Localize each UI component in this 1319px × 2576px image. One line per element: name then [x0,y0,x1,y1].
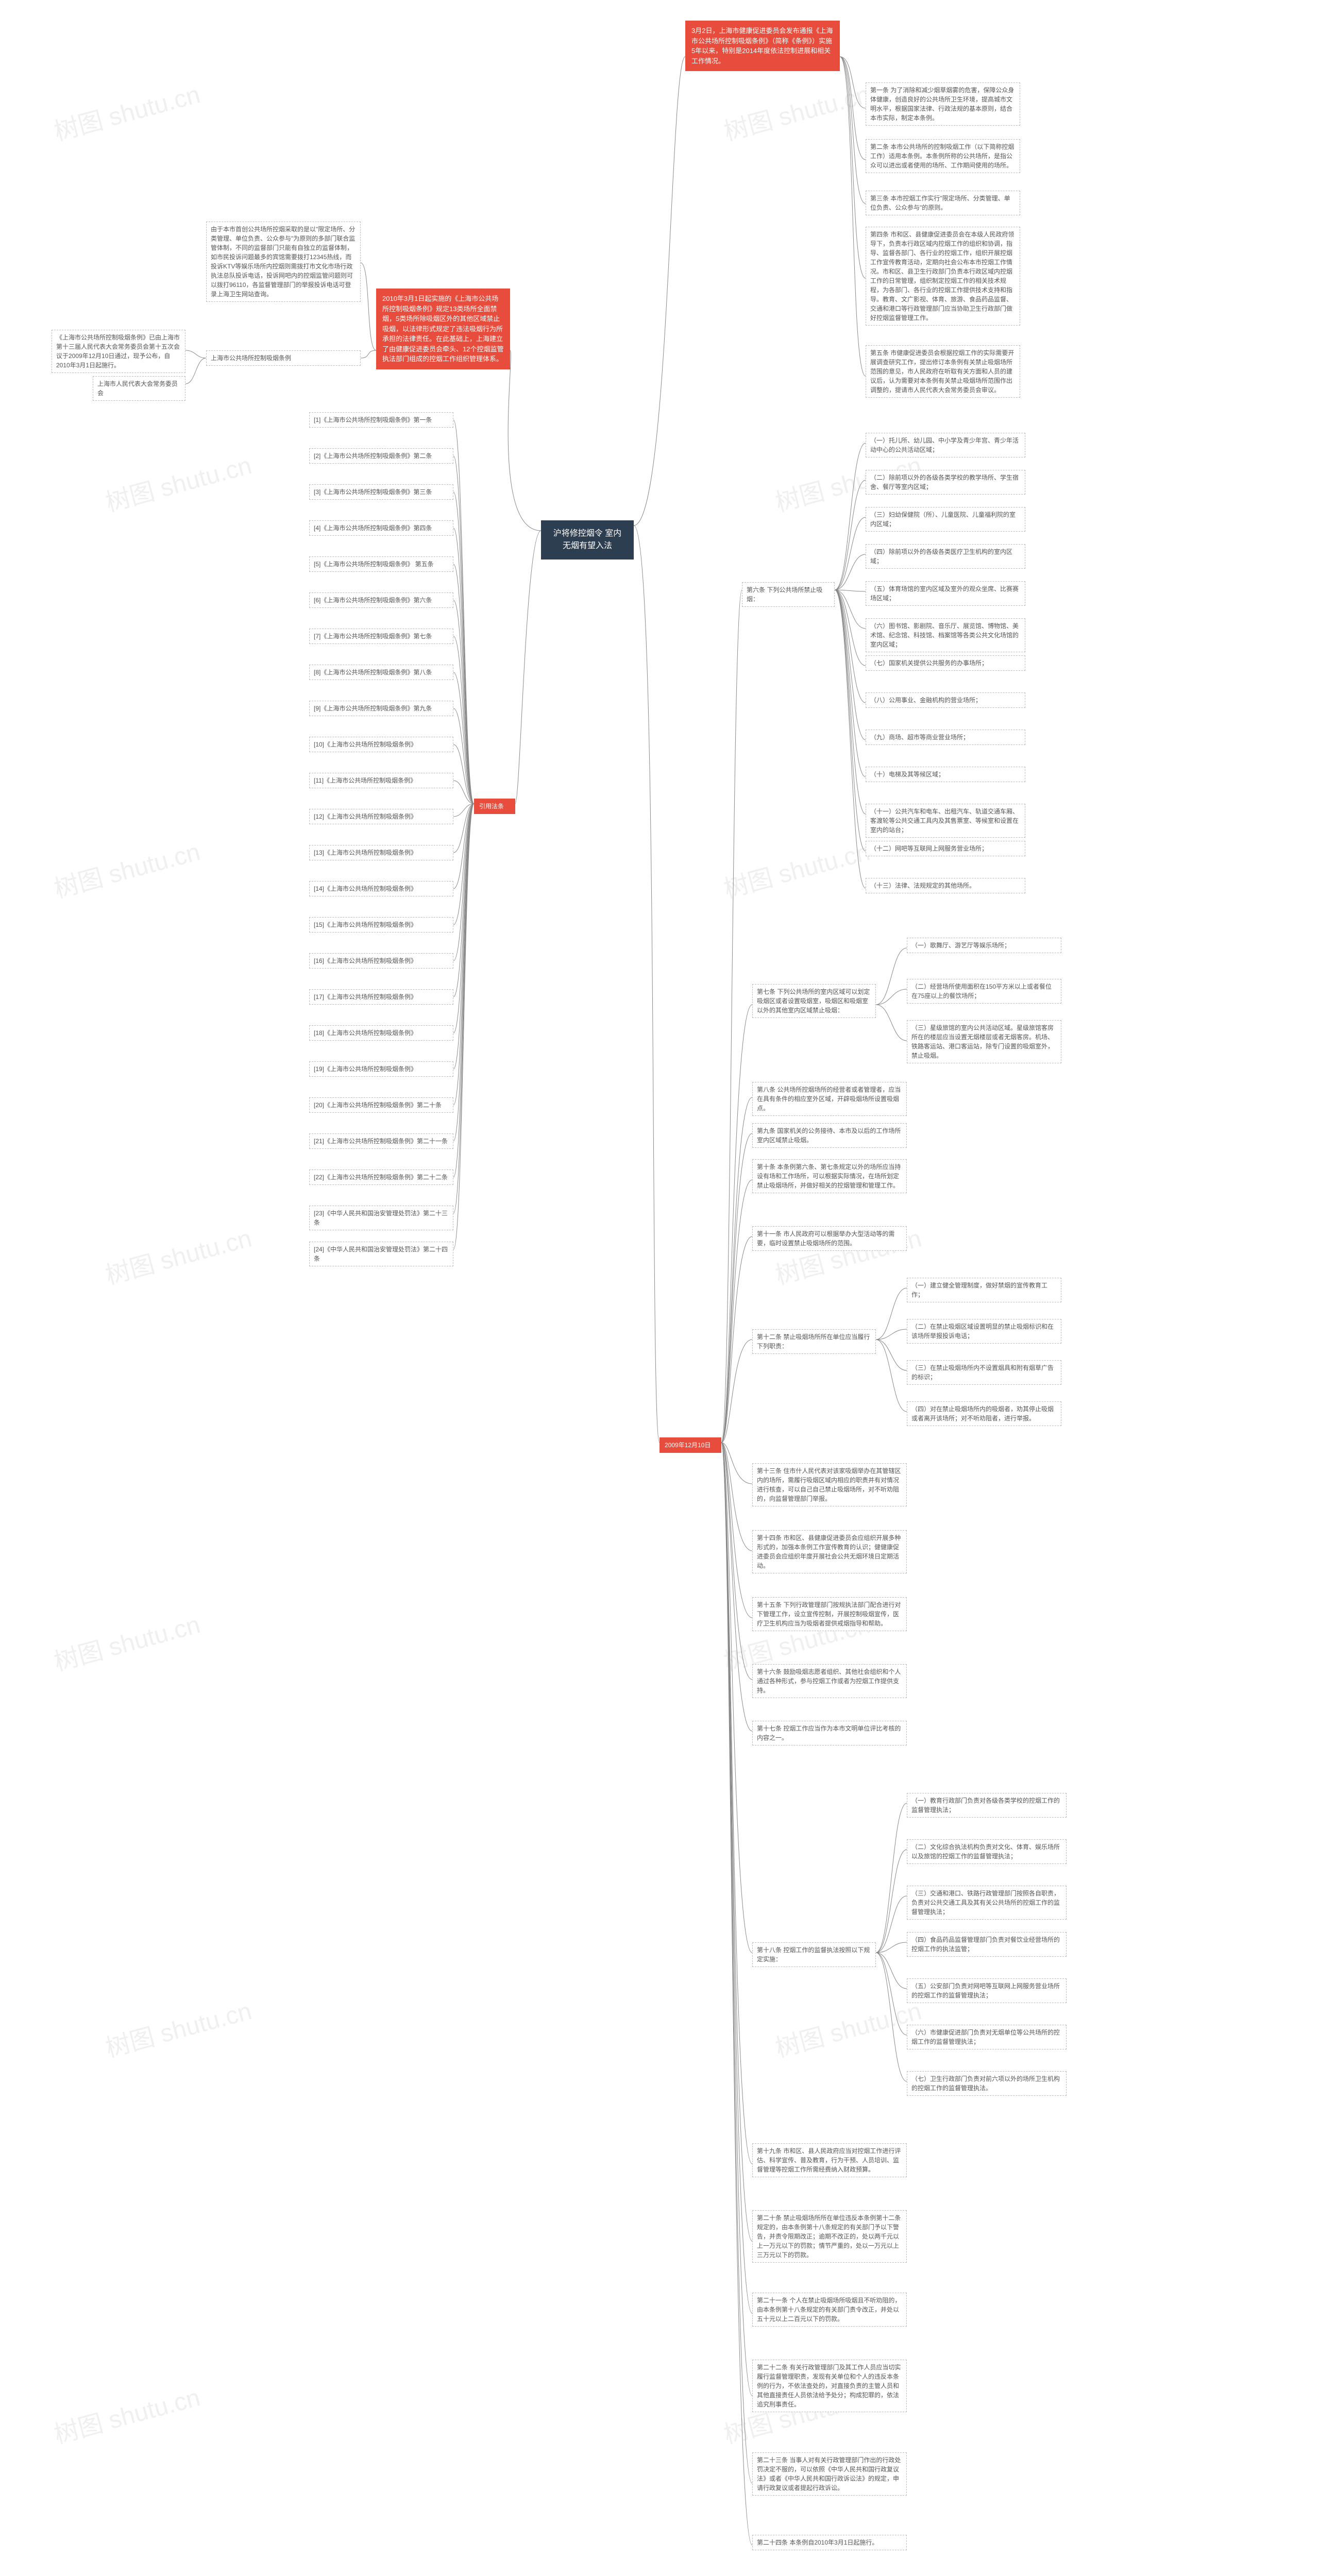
article-mid-2: 第十五条 下列行政管理部门按规执法部门配合进行对下管理工作，设立宣传控制，开展控… [752,1597,907,1631]
article18-item: （六）市健康促进部门负责对无烟单位等公共场所的控烟工作的监督管理执法； [907,2025,1067,2049]
article6-item: （三）妇幼保健院（所）、儿童医院、儿童福利院的室内区域； [866,507,1025,532]
right-top-orange: 3月2日，上海市健康促进委员会发布通报《上海市公共场所控制吸烟条例》（简称《条例… [685,21,840,71]
citation-item: [20]《上海市公共场所控制吸烟条例》第二十条 [309,1097,453,1113]
citation-item: [10]《上海市公共场所控制吸烟条例》 [309,737,453,752]
article-10: 第十条 本条例第六条、第七条规定以外的场所应当持设有场和工作场所，可以根据实际情… [752,1159,907,1193]
article-bottom-1: 第二十条 禁止吸烟场所所在单位违反本条例第十二条规定的，由本条例第十八条规定的有… [752,2210,907,2263]
article6-item: （十）电梯及其等候区域； [866,767,1025,782]
citation-item: [13]《上海市公共场所控制吸烟条例》 [309,845,453,860]
article-bottom-3: 第二十二条 有关行政管理部门及其工作人员应当切实履行监督管理职责，发现有关单位和… [752,2360,907,2412]
citation-item: [5]《上海市公共场所控制吸烟条例》 第五条 [309,556,453,572]
citation-item: [3]《上海市公共场所控制吸烟条例》第三条 [309,484,453,500]
watermark: 树图 shutu.cn [49,832,204,905]
article6-item: （四）除前项以外的各级各类医疗卫生机构的室内区域； [866,544,1025,569]
article18-item: （七）卫生行政部门负责对前六项以外的场所卫生机构的控烟工作的监督管理执法。 [907,2071,1067,2096]
citation-item: [11]《上海市公共场所控制吸烟条例》 [309,773,453,788]
article6-item: （十二）网吧等互联网上网服务营业场所； [866,841,1025,856]
date-orange: 2009年12月10日 [660,1437,721,1453]
citation-item: [1]《上海市公共场所控制吸烟条例》第一条 [309,412,453,428]
watermark: 树图 shutu.cn [719,74,873,148]
article-8: 第八条 公共场所控烟场所的经营者或者管理者，应当在具有条件的相应室外区域，开辟吸… [752,1082,907,1116]
article-mid-3: 第十六条 鼓励吸烟志愿者组织、其他社会组织和个人通过各种形式，参与控烟工作或者为… [752,1664,907,1698]
citation-item: [22]《上海市公共场所控制吸烟条例》第二十二条 [309,1170,453,1185]
watermark: 树图 shutu.cn [101,1218,255,1292]
article12-item: （二）在禁止吸烟区域设置明显的禁止吸烟标识和在该场所举报投诉电话； [907,1319,1061,1344]
article7-item: （三）星级旅馆的室内公共活动区域。星级旅馆客房所在的楼层应当设置无烟楼层或者无烟… [907,1020,1061,1063]
article18-item: （五）公安部门负责对网吧等互联网上网服务营业场所的控烟工作的监督管理执法； [907,1978,1067,2003]
top-child-2: 第三条 本市控烟工作实行"限定场所、分类管理、单位负责、公众参与"的原则。 [866,191,1020,215]
left-intro-child1: 由于本市首创公共场所控烟采取的是以"限定场所、分类管理、单位负责、公众参与"为原… [206,222,361,302]
article6-item: （一）托儿所、幼儿园、中小学及青少年宫、青少年活动中心的公共活动区域； [866,433,1025,457]
citation-item: [17]《上海市公共场所控制吸烟条例》 [309,989,453,1005]
article-bottom-5: 第二十四条 本条例自2010年3月1日起施行。 [752,2535,907,2550]
citation-item: [9]《上海市公共场所控制吸烟条例》第九条 [309,701,453,716]
watermark: 树图 shutu.cn [719,832,873,905]
article7-item: （一）歌舞厅、游艺厅等娱乐场所； [907,938,1061,953]
watermark: 树图 shutu.cn [101,1991,255,2064]
article6-item: （十三）法律、法规规定的其他场所。 [866,878,1025,893]
article18-item: （四）食品药品监督管理部门负责对餐饮业经营场所的控烟工作的执法监管； [907,1932,1067,1957]
article18: 第十八条 控烟工作的监督执法按照以下规定实施： [752,1942,876,1967]
article6: 第六条 下列公共场所禁止吸烟： [742,582,835,607]
connector-lines [0,0,1319,2576]
citation-item: [15]《上海市公共场所控制吸烟条例》 [309,917,453,933]
article6-item: （五）体育场馆的室内区域及室外的观众坐席、比赛赛场区域； [866,581,1025,606]
article-mid-4: 第十七条 控烟工作应当作为本市文明单位评比考核的内容之一。 [752,1721,907,1745]
root-node: 沪将修控烟令 室内无烟有望入法 [541,520,634,560]
article-mid-1: 第十四条 市和区、县健康促进委员会应组织开展多种形式的，加强本条例工作宣传教育的… [752,1530,907,1573]
citation-item: [18]《上海市公共场所控制吸烟条例》 [309,1025,453,1041]
article6-item: （九）商场、超市等商业营业场所； [866,730,1025,745]
left-intro-grandchild: 《上海市公共场所控制吸烟条例》已由上海市第十三届人民代表大会常务委员会第十五次会… [52,330,185,373]
left-intro-grandchild2: 上海市人民代表大会常务委员会 [93,376,185,401]
article-9: 第九条 国家机关的公务接待、本市及以后的工作场所室内区域禁止吸烟。 [752,1123,907,1148]
citation-item: [8]《上海市公共场所控制吸烟条例》第八条 [309,665,453,680]
citation-item: [24]《中华人民共和国治安管理处罚法》第二十四条 [309,1242,453,1266]
article6-item: （二）除前项以外的各级各类学校的教学场所、学生宿舍、餐厅等室内区域； [866,470,1025,495]
citation-item: [2]《上海市公共场所控制吸烟条例》第二条 [309,448,453,464]
citation-item: [7]《上海市公共场所控制吸烟条例》第七条 [309,629,453,644]
watermark: 树图 shutu.cn [771,1991,925,2064]
citation-item: [21]《上海市公共场所控制吸烟条例》第二十一条 [309,1133,453,1149]
article18-item: （二）文化综合执法机构负责对文化、体育、娱乐场所以及旅馆的控烟工作的监督管理执法… [907,1839,1067,1864]
article12-item: （四）对在禁止吸烟场所内的吸烟者，劝其停止吸烟或者离开该场所；对不听劝阻者，进行… [907,1401,1061,1426]
citation-item: [4]《上海市公共场所控制吸烟条例》第四条 [309,520,453,536]
left-intro-child2: 上海市公共场所控制吸烟条例 [206,350,361,366]
citation-node: 引用法条 [474,799,515,814]
article-bottom-4: 第二十三条 当事人对有关行政管理部门作出的行政处罚决定不服的，可以依照《中华人民… [752,2452,907,2496]
article-mid-0: 第十三条 住市什人民代表对该家吸烟举办在其管辖区内的场所，需履行吸烟区域内相应的… [752,1463,907,1506]
article12: 第十二条 禁止吸烟场所所在单位应当履行下列职责： [752,1329,876,1354]
top-child-3: 第四条 市和区、县健康促进委员会在本级人民政府领导下，负责本行政区域内控烟工作的… [866,227,1020,326]
article6-item: （七）国家机关提供公共服务的办事场所； [866,655,1025,671]
article7-item: （二）经营场所使用面积在150平方米以上或者餐位在75座以上的餐饮场所； [907,979,1061,1004]
article7: 第七条 下列公共场所的室内区域可以划定吸烟区或者设置吸烟室，吸烟区和吸烟室以外的… [752,984,876,1018]
citation-item: [14]《上海市公共场所控制吸烟条例》 [309,881,453,896]
article-bottom-0: 第十九条 市和区、县人民政府应当对控烟工作进行评估、科学宣传、普及教育，行为干预… [752,2143,907,2177]
citation-item: [12]《上海市公共场所控制吸烟条例》 [309,809,453,824]
watermark: 树图 shutu.cn [101,445,255,519]
top-child-4: 第五条 市健康促进委员会根据控烟工作的实际需要开展调查研究工作，提出修订本条例有… [866,345,1020,398]
top-child-0: 第一条 为了消除和减少烟草烟雾的危害，保障公众身体健康，创造良好的公共场所卫生环… [866,82,1020,126]
top-child-1: 第二条 本市公共场所的控制吸烟工作（以下简称控烟工作）适用本条例。本条例所称的公… [866,139,1020,173]
article6-item: （六）图书馆、影剧院、音乐厅、展览馆、博物馆、美术馆、纪念馆、科技馆、档案馆等各… [866,618,1025,652]
watermark: 树图 shutu.cn [49,2377,204,2451]
article12-item: （三）在禁止吸烟场所内不设置烟具和附有烟草广告的标识； [907,1360,1061,1385]
article18-item: （一）教育行政部门负责对各级各类学校的控烟工作的监督管理执法； [907,1793,1067,1818]
citation-item: [23]《中华人民共和国治安管理处罚法》第二十三条 [309,1206,453,1230]
article6-item: （八）公用事业、金融机构的营业场所； [866,692,1025,708]
article18-item: （三）交通和港口、铁路行政管理部门按照各自职责，负责对公共交通工具及其有关公共场… [907,1886,1067,1920]
watermark: 树图 shutu.cn [49,74,204,148]
article-bottom-2: 第二十一条 个人在禁止吸烟场所吸烟且不听劝阻的，由本条例第十八条规定的有关部门责… [752,2293,907,2327]
article6-item: （十一）公共汽车和电车、出租汽车、轨道交通车厢、客渡轮等公共交通工具内及其售票室… [866,804,1025,838]
article12-item: （一）建立健全管理制度，做好禁烟的宣传教育工作； [907,1278,1061,1302]
citation-item: [6]《上海市公共场所控制吸烟条例》第六条 [309,592,453,608]
citation-item: [16]《上海市公共场所控制吸烟条例》 [309,953,453,969]
left-intro: 2010年3月1日起实施的《上海市公共场所控制吸烟条例》规定13类场所全面禁烟，… [376,289,510,369]
article-11: 第十一条 市人民政府可以根据举办大型活动等的需要，临时设置禁止吸烟场所的范围。 [752,1226,907,1251]
citation-item: [19]《上海市公共场所控制吸烟条例》 [309,1061,453,1077]
watermark: 树图 shutu.cn [49,1604,204,1678]
